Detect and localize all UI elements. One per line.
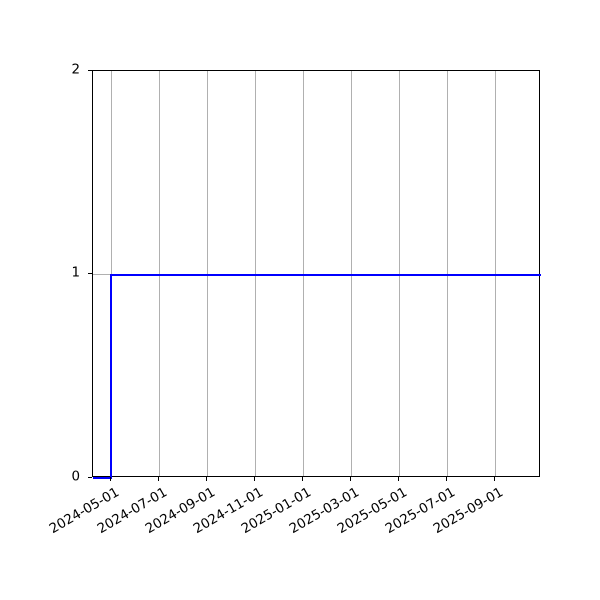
ytick-mark-1 [88, 273, 92, 275]
gridline-vertical [303, 71, 304, 476]
gridline-vertical [351, 71, 352, 476]
xtick-mark-5 [350, 477, 352, 481]
gridline-vertical [399, 71, 400, 476]
ytick-mark-0 [88, 477, 92, 479]
xtick-mark-8 [494, 477, 496, 481]
plot-area [92, 70, 541, 479]
xtick-mark-0 [110, 477, 112, 481]
step-polyline [93, 274, 541, 479]
xtick-mark-2 [206, 477, 208, 481]
ytick-mark-2 [88, 70, 92, 72]
ytick-label-2: 2 [71, 62, 80, 78]
gridline-vertical [159, 71, 160, 476]
gridline-vertical [447, 71, 448, 476]
xtick-mark-4 [302, 477, 304, 481]
gridline-vertical [111, 71, 112, 476]
gridline-vertical [495, 71, 496, 476]
gridline-vertical [255, 71, 256, 476]
xtick-mark-3 [254, 477, 256, 481]
series-line-count [93, 274, 541, 479]
ytick-label-0: 0 [71, 469, 80, 485]
xtick-mark-1 [158, 477, 160, 481]
xtick-mark-7 [446, 477, 448, 481]
xtick-mark-6 [398, 477, 400, 481]
gridline-vertical [207, 71, 208, 476]
ytick-label-1: 1 [71, 265, 80, 281]
